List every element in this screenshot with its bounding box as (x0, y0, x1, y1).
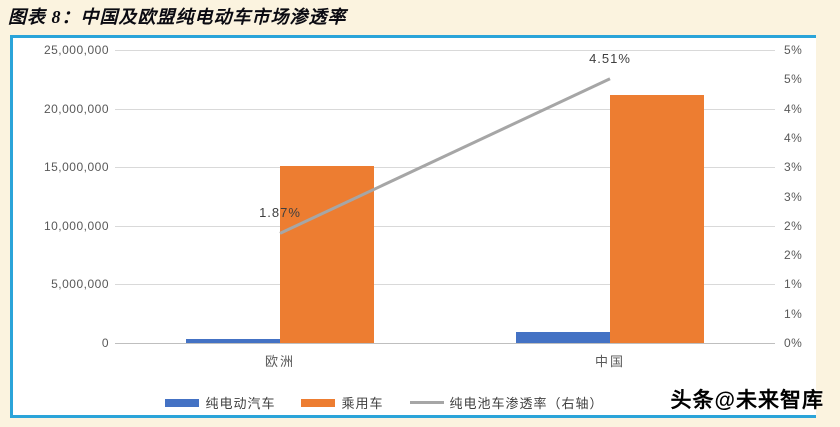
left-axis-tick-label: 25,000,000 (43, 43, 109, 57)
gridline (115, 284, 775, 286)
bar-纯电动汽车-欧洲 (186, 338, 280, 343)
right-axis-tick-label: 5% (784, 43, 803, 57)
left-axis-tick-label: 5,000,000 (51, 277, 109, 292)
penetration-line-swatch-icon (409, 401, 444, 404)
right-axis-tick-label: 4% (784, 130, 803, 145)
gridline (115, 225, 775, 227)
right-axis-tick-label: 1% (784, 306, 803, 321)
category-label-欧洲: 欧洲 (264, 354, 296, 369)
pv-series-swatch-icon (301, 398, 336, 407)
line-data-label: 4.51% (589, 50, 631, 66)
line-data-label: 1.87% (259, 205, 301, 221)
bar-乘用车-中国 (610, 94, 704, 343)
legend-item-penetration: 纯电池车渗透率（右轴） (409, 393, 604, 412)
left-axis-tick-label: 10,000,000 (43, 218, 109, 233)
right-axis-tick-label: 2% (784, 218, 803, 233)
right-axis-tick-label: 5% (784, 72, 803, 87)
chart-panel: 1.87% 4.51% 25,000,000 20,000,000 15,000,00… (10, 35, 816, 418)
trend-line-layer (279, 77, 611, 235)
left-axis-tick-label: 15,000,000 (43, 160, 109, 175)
watermark: 头条@未来智库 (670, 389, 824, 412)
right-axis-tick-label: 0% (784, 336, 803, 350)
right-axis-tick-label: 3% (784, 160, 803, 175)
gridline (115, 50, 775, 51)
legend-label-pv: 乘用车 (341, 396, 384, 411)
legend-label-bev: 纯电动汽车 (205, 396, 276, 411)
gridline (115, 343, 775, 344)
legend-label-penetration: 纯电池车渗透率（右轴） (449, 396, 604, 411)
legend-item-pv: 乘用车 (301, 393, 383, 412)
page-title: 图表 8：中国及欧盟纯电动车市场渗透率 (8, 7, 347, 27)
left-axis-tick-label: 20,000,000 (43, 101, 109, 116)
category-label-中国: 中国 (594, 354, 626, 369)
bev-series-swatch-icon (165, 398, 200, 407)
right-axis-tick-label: 2% (784, 248, 803, 263)
left-axis-tick-label: 0 (101, 336, 109, 350)
plot-area: 1.87% 4.51% (115, 50, 775, 344)
left-axis-labels: 25,000,000 20,000,000 15,000,000 10,000,000… (13, 38, 109, 415)
bar-纯电动汽车-中国 (516, 331, 610, 343)
legend: 纯电动汽车 乘用车 纯电池车渗透率（右轴） (13, 393, 756, 412)
gridline (115, 167, 775, 169)
right-axis-tick-label: 1% (784, 277, 803, 292)
right-axis-tick-label: 3% (784, 189, 803, 204)
penetration-trend-line (279, 77, 611, 235)
legend-item-bev: 纯电动汽车 (165, 393, 275, 412)
right-axis-tick-label: 4% (784, 101, 803, 116)
gridline (115, 108, 775, 110)
